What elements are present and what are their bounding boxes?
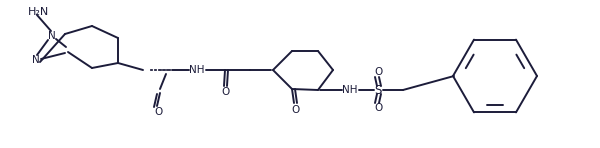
- Text: O: O: [374, 103, 382, 113]
- Text: S: S: [374, 83, 382, 96]
- Text: O: O: [291, 105, 299, 115]
- Text: NH: NH: [189, 65, 205, 75]
- Text: N: N: [48, 31, 56, 41]
- Text: H₂N: H₂N: [28, 7, 49, 17]
- Text: NH: NH: [342, 85, 358, 95]
- Text: O: O: [221, 87, 229, 97]
- Text: O: O: [374, 67, 382, 77]
- Text: N: N: [32, 55, 40, 65]
- Text: O: O: [154, 107, 162, 117]
